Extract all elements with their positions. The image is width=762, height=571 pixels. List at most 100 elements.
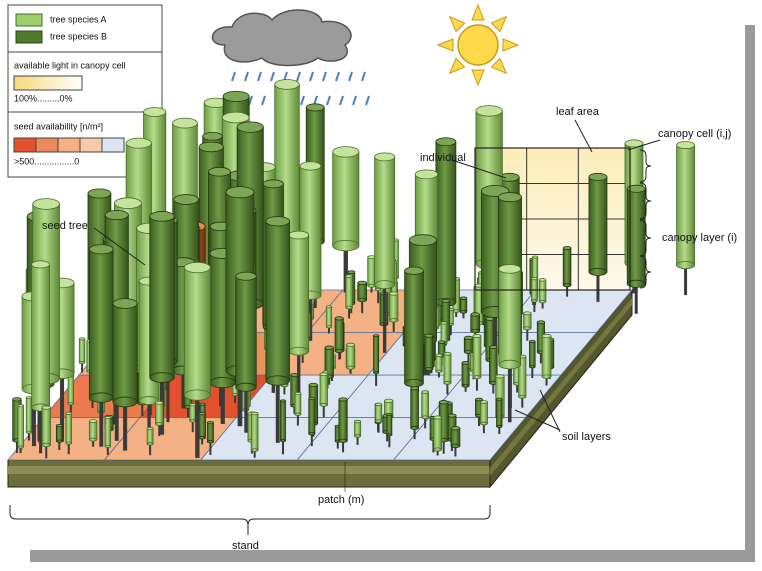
canopy-tree [626,184,646,314]
crown-bottom [346,365,356,370]
crown-bottom [235,382,257,392]
crown-top [463,335,474,340]
crown-bottom [452,309,461,313]
crown-bottom [294,412,302,416]
crown [435,141,457,303]
crown-bottom [78,361,86,365]
tree [294,391,302,426]
crown-top [538,278,547,282]
tree [155,400,164,437]
crown-top [472,333,482,338]
crown-top [236,121,264,133]
crown [67,375,74,405]
raindrop [257,71,262,82]
tree [443,351,452,395]
label: patch (m) [318,494,364,506]
crown-top [536,320,545,325]
crown-top [408,234,437,246]
crown [345,275,353,308]
crown-top [55,423,63,428]
crown-bottom [404,378,424,388]
crown [470,314,480,332]
crown-top [265,216,290,227]
crown [294,393,302,415]
crown [346,344,356,369]
cloud [211,9,352,67]
legend: tree species A tree species B available … [7,4,163,178]
tree [290,373,299,415]
leader [574,119,593,153]
tree [479,400,488,434]
crown [265,220,290,381]
crown [367,256,376,287]
crown-top [443,351,452,356]
tree [345,274,353,319]
crown-top [404,266,424,275]
tree [338,397,348,453]
crown [410,387,419,429]
tree [104,416,111,455]
crown [433,417,442,450]
raindrop [261,95,266,106]
sun-ray [471,3,485,21]
crown-top [235,271,257,281]
crown [459,297,468,313]
crown [41,407,51,446]
tree [25,396,32,441]
raindrop [244,71,249,82]
bracket [639,219,652,257]
crown [498,268,522,365]
crown [89,248,114,398]
crown-top [479,400,488,404]
crown-top [338,397,348,402]
seed-swatch [101,137,125,153]
tree [55,423,63,451]
crown [538,279,547,303]
crown [496,398,503,427]
crown-top [346,342,356,347]
crown-top [498,264,522,274]
crown [146,428,154,445]
crown-bottom [498,359,522,370]
crown-top [438,340,446,344]
sun-ray [471,69,485,87]
tree [354,419,362,445]
crown-bottom [189,419,197,423]
crown [461,362,470,387]
raindrop [326,95,331,106]
crown [325,306,333,328]
seed-swatch [13,137,37,153]
tree [189,403,197,433]
crown-bottom [676,261,695,270]
crown-top [189,403,197,407]
crown-bottom [374,287,382,292]
crown-bottom [529,365,536,369]
soil-layer [8,466,490,474]
crown-top [112,298,138,309]
crown [149,215,175,378]
crown-bottom [531,299,538,303]
crown-top [198,141,224,153]
crown-bottom [389,318,399,323]
crown [88,420,98,441]
crown-bottom [424,366,434,372]
tree [450,426,461,457]
crown-top [414,169,439,180]
crown [155,402,164,425]
crown [189,404,197,422]
label: stand [232,540,259,552]
raindrop [361,71,366,82]
tree [88,419,98,447]
crown-top [447,413,457,418]
crown-top [104,416,111,420]
crown-bottom [67,402,74,406]
crown-bottom [55,439,63,443]
crown-top [489,345,498,350]
sun-ray [436,38,454,52]
crown-bottom [183,389,211,401]
crown-top [125,137,152,149]
crown-bottom [265,375,290,386]
crown-bottom [367,283,376,288]
crown-top [146,426,154,431]
crown-top [65,411,72,415]
